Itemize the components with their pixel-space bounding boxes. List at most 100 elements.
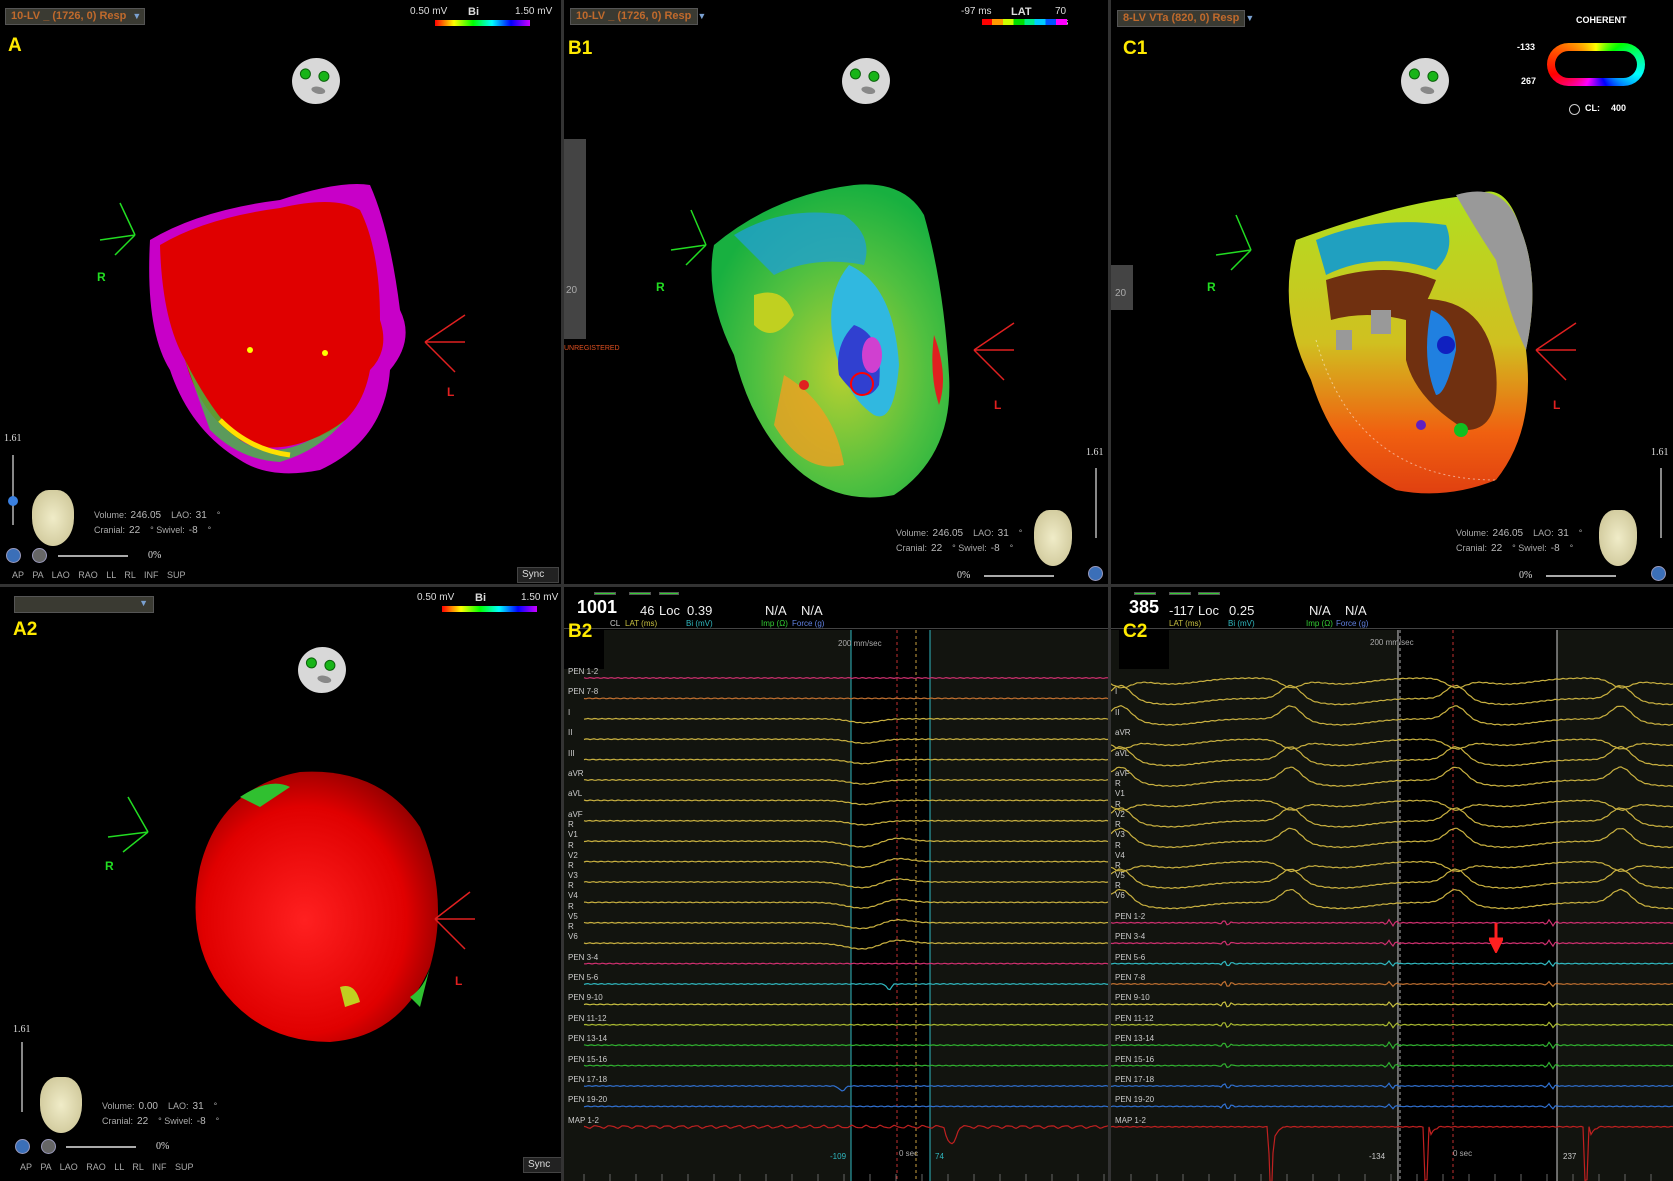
map-select-dropdown[interactable]: 8-LV VTa (820, 0) Resp ▼ — [1117, 10, 1254, 27]
egm-trace — [583, 1084, 1108, 1092]
egm-panel-c2[interactable]: 385 -117 Loc LAT (ms) 0.25 Bi (mV) N/A I… — [1111, 587, 1673, 1181]
cl-label: CL — [610, 619, 621, 628]
map-select-dropdown[interactable]: 10-LV _ (1726, 0) Resp ▼ — [570, 8, 706, 25]
channel-label[interactable]: V6 — [568, 932, 578, 942]
channel-label[interactable]: aVL — [568, 789, 583, 799]
channel-label[interactable]: PEN 11-12 — [1115, 1013, 1154, 1023]
opacity-slider[interactable] — [66, 1146, 136, 1148]
map-panel-a[interactable]: 10-LV _ (1726, 0) Resp ▼ 0.50 mV Bi 1.50 … — [0, 0, 561, 584]
map-select-dropdown[interactable]: ▼ — [14, 596, 154, 613]
map-panel-a2[interactable]: ▼ 0.50 mV Bi 1.50 mV A2 R L 1.61 Volume:… — [0, 587, 561, 1181]
channel-label[interactable]: PEN 3-4 — [1115, 932, 1146, 942]
orientation-face-icon[interactable] — [295, 643, 349, 697]
channel-label[interactable]: V4 — [568, 891, 578, 901]
egm-trace — [583, 878, 1108, 889]
unregistered-label: UNREGISTERED — [564, 345, 620, 352]
sync-dropdown[interactable]: Sync — [523, 1157, 561, 1173]
channel-label[interactable]: PEN 7-8 — [1115, 973, 1146, 982]
channel-label[interactable]: PEN 7-8 — [568, 687, 599, 697]
rotate-button[interactable] — [1088, 566, 1103, 581]
zoom-slider[interactable] — [1095, 468, 1097, 538]
view-info: Volume: 0.00 LAO: 31 ° Cranial: 22 ° Swivel: -8 ° — [102, 1101, 220, 1127]
zoom-slider-handle[interactable] — [8, 496, 18, 506]
heart-orientation-icon[interactable] — [1599, 510, 1637, 566]
sweep-speed[interactable]: 200 mm/sec — [1370, 638, 1414, 647]
opacity-slider[interactable] — [58, 555, 128, 557]
channel-label[interactable]: PEN 17-18 — [1115, 1075, 1155, 1084]
egm-trace — [583, 1105, 1108, 1108]
transparency-button[interactable] — [32, 548, 47, 563]
orientation-face-icon[interactable] — [1398, 54, 1452, 108]
egm-panel-b2[interactable]: 1001 CL 46 Loc LAT (ms) 0.39 Bi (mV) N/A… — [564, 587, 1108, 1181]
heart-orientation-icon[interactable] — [32, 490, 74, 546]
channel-label[interactable]: V6 — [1115, 891, 1125, 901]
channel-label[interactable]: MAP 1-2 — [1115, 1115, 1146, 1125]
channel-label[interactable]: II — [1115, 707, 1120, 717]
channel-label[interactable]: V1 — [1115, 789, 1125, 799]
map-panel-b1[interactable]: 10-LV _ (1726, 0) Resp▼ -97 ms LAT 70 ms… — [564, 0, 1108, 584]
channel-label[interactable]: aVF — [568, 809, 583, 819]
channel-label[interactable]: aVL — [1115, 748, 1130, 758]
orientation-face-icon[interactable] — [839, 54, 893, 108]
opacity-slider[interactable] — [1546, 575, 1616, 577]
sweep-speed[interactable]: 200 mm/sec — [838, 639, 882, 648]
map-select-dropdown[interactable]: 10-LV _ (1726, 0) Resp ▼ — [5, 8, 145, 25]
egm-trace-area[interactable] — [564, 630, 1108, 1181]
voltage-map-3d[interactable] — [90, 170, 470, 490]
channel-label[interactable]: III — [568, 748, 575, 758]
rotate-button[interactable] — [15, 1139, 30, 1154]
view-preset-buttons[interactable]: AP PA LAO RAO LL RL INF SUP — [12, 570, 186, 580]
voltage-map-3d[interactable] — [180, 767, 460, 1047]
channel-label[interactable]: PEN 11-12 — [568, 1013, 607, 1023]
channel-label[interactable]: PEN 19-20 — [568, 1095, 608, 1105]
channel-label[interactable]: PEN 17-18 — [568, 1075, 608, 1084]
transparency-button[interactable] — [41, 1139, 56, 1154]
egm-trace — [583, 1124, 1108, 1145]
channel-label[interactable]: PEN 5-6 — [1115, 952, 1146, 962]
channel-label[interactable]: PEN 15-16 — [1115, 1054, 1155, 1064]
egm-trace-area[interactable] — [1111, 630, 1673, 1181]
channel-label[interactable]: aVR — [1115, 728, 1131, 738]
rotate-button[interactable] — [1651, 566, 1666, 581]
channel-label[interactable]: PEN 19-20 — [1115, 1095, 1155, 1105]
channel-label[interactable]: PEN 13-14 — [1115, 1034, 1155, 1044]
channel-label[interactable]: V4 — [1115, 850, 1125, 860]
channel-label[interactable]: II — [568, 728, 573, 738]
channel-label[interactable]: V3 — [568, 871, 578, 880]
orientation-face-icon[interactable] — [289, 54, 343, 108]
view-preset-buttons[interactable]: AP PA LAO RAO LL RL INF SUP — [20, 1162, 194, 1172]
channel-label[interactable]: aVF — [1115, 769, 1130, 778]
heart-orientation-icon[interactable] — [40, 1077, 82, 1133]
channel-label[interactable]: PEN 9-10 — [1115, 993, 1150, 1003]
channel-label[interactable]: V5 — [1115, 871, 1125, 880]
channel-label[interactable]: PEN 5-6 — [568, 973, 599, 982]
channel-label[interactable]: MAP 1-2 — [568, 1115, 599, 1125]
channel-label[interactable]: PEN 1-2 — [1115, 911, 1146, 921]
activation-map-3d[interactable] — [694, 175, 984, 505]
zoom-slider[interactable] — [12, 455, 14, 525]
impedance-value: N/A — [765, 603, 787, 618]
opacity-slider[interactable] — [984, 575, 1054, 577]
channel-label[interactable]: V1 — [568, 830, 578, 840]
tool-strip[interactable] — [1111, 265, 1133, 310]
channel-label[interactable]: PEN 13-14 — [568, 1034, 608, 1044]
channel-label[interactable]: I — [1115, 687, 1118, 697]
channel-label[interactable]: PEN 1-2 — [568, 667, 599, 676]
channel-label[interactable]: V3 — [1115, 830, 1125, 840]
channel-label[interactable]: PEN 3-4 — [568, 952, 599, 962]
map-panel-c1[interactable]: 8-LV VTa (820, 0) Resp ▼ COHERENT -133 26… — [1111, 0, 1673, 584]
channel-label[interactable]: PEN 15-16 — [568, 1054, 608, 1064]
channel-label[interactable]: V2 — [1115, 809, 1125, 819]
channel-label[interactable]: V2 — [568, 850, 578, 860]
channel-label[interactable]: I — [568, 707, 571, 717]
channel-label[interactable]: aVR — [568, 769, 584, 778]
channel-label[interactable]: PEN 9-10 — [568, 993, 603, 1003]
rotate-button[interactable] — [6, 548, 21, 563]
zoom-slider[interactable] — [21, 1042, 23, 1112]
tool-strip[interactable] — [564, 139, 586, 339]
coherent-map-3d[interactable] — [1256, 180, 1556, 510]
channel-label[interactable]: V5 — [568, 911, 578, 921]
heart-orientation-icon[interactable] — [1034, 510, 1072, 566]
zoom-slider[interactable] — [1660, 468, 1662, 538]
sync-dropdown[interactable]: Sync — [517, 567, 559, 583]
